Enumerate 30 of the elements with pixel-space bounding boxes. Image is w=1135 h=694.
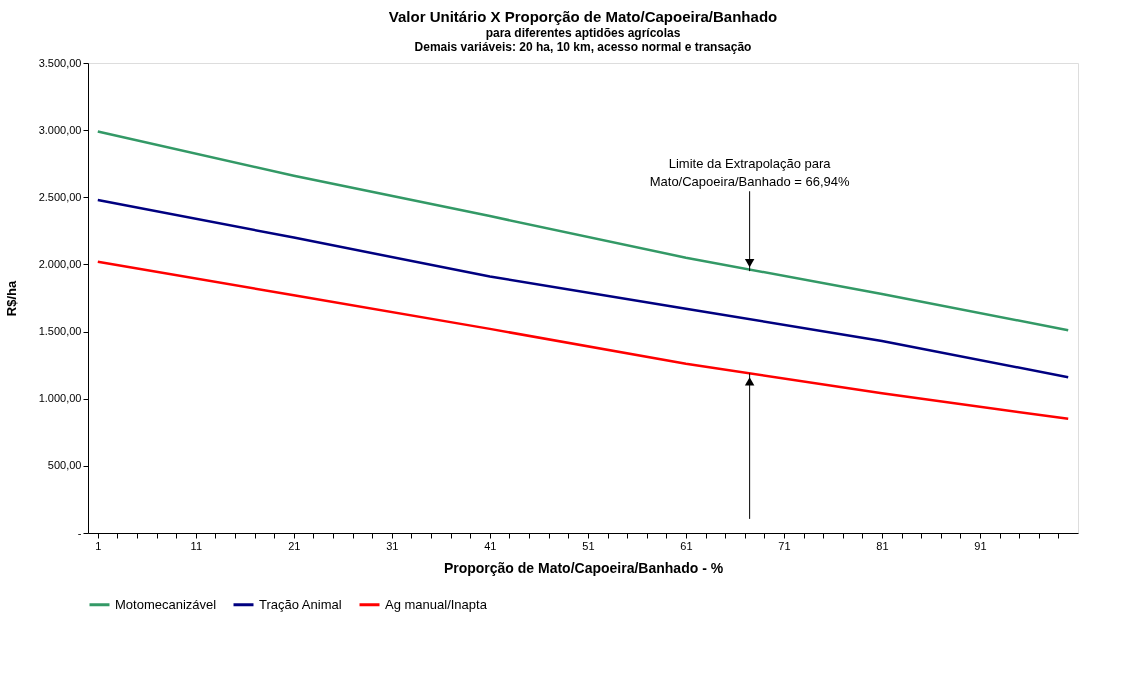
y-tick-label: 2.500,00 <box>38 190 82 203</box>
x-tick-label: 21 <box>288 539 301 552</box>
legend-label: Tração Animal <box>259 596 342 612</box>
x-axis-title: Proporção de Mato/Capoeira/Banhado - % <box>443 559 724 576</box>
legend-label: Ag manual/Inapta <box>385 596 488 612</box>
y-axis-title: R$/ha <box>3 280 19 317</box>
x-tick-label: 31 <box>386 539 399 552</box>
y-tick-label: 500,00 <box>47 459 82 472</box>
chart-title: Valor Unitário X Proporção de Mato/Capoeira/Banhado <box>388 8 778 25</box>
x-tick-label: 81 <box>876 539 889 552</box>
annotation: Limite da Extrapolação para Mato/Capoeira/Banhado = 66,94% <box>649 156 850 190</box>
x-tick-label: 1 <box>95 539 102 552</box>
y-tick-label: 2.000,00 <box>38 257 82 270</box>
y-tick-label: 3.500,00 <box>38 56 82 69</box>
x-tick-label: 51 <box>582 539 595 552</box>
x-tick-label: 61 <box>680 539 693 552</box>
line-series <box>96 260 1070 421</box>
y-tick-label: 1.000,00 <box>38 392 82 405</box>
text: para diferentes aptidões agrícolas <box>485 26 681 40</box>
y-tick-label: 1.500,00 <box>38 325 82 338</box>
y-tick-label: - <box>77 526 82 539</box>
line-series <box>96 198 1070 379</box>
line-series <box>96 130 1070 332</box>
x-tick-label: 11 <box>190 539 203 552</box>
x-tick-label: 41 <box>484 539 497 552</box>
x-tick-label: 71 <box>778 539 791 552</box>
text: Demais variáveis: 20 ha, 10 km, acesso normal e transação <box>414 40 752 54</box>
y-tick-label: 3.000,00 <box>38 123 82 136</box>
legend-label: Motomecanizável <box>115 596 217 612</box>
x-tick-label: 91 <box>974 539 987 552</box>
